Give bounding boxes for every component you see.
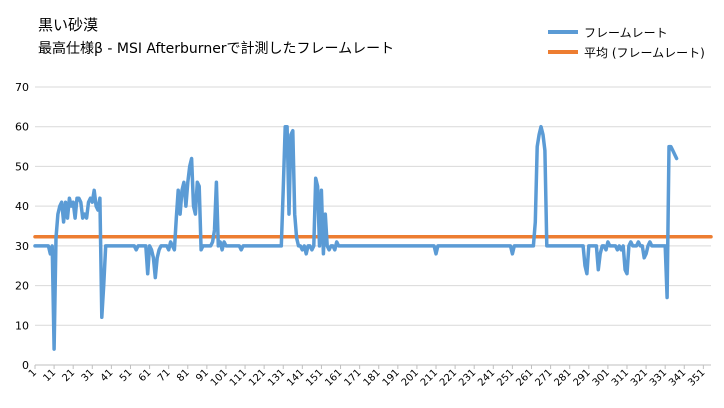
y-tick-label: 20 <box>15 280 29 293</box>
x-tick-label: 201 <box>400 367 421 388</box>
y-axis-ticks: 0 10 20 30 40 50 60 70 <box>15 81 29 372</box>
x-tick-label: 241 <box>476 367 497 388</box>
x-tick-label: 211 <box>419 367 440 388</box>
legend-swatch-framerate <box>548 30 578 34</box>
y-tick-label: 50 <box>15 160 29 173</box>
y-tick-label: 10 <box>15 319 29 332</box>
x-tick-label: 171 <box>342 367 363 388</box>
x-tick-label: 351 <box>686 367 707 388</box>
chart-title: 黒い砂漠 <box>38 16 99 34</box>
x-tick-label: 71 <box>156 367 173 384</box>
series-lines <box>33 124 713 351</box>
x-axis: 1 11 21 31 41 51 61 71 81 91101111121131141151161… <box>27 364 711 389</box>
x-tick-label: 41 <box>99 367 116 384</box>
x-tick-label: 31 <box>80 367 97 384</box>
x-tick-label: 11 <box>41 367 58 384</box>
legend-label-framerate: フレームレート <box>584 25 668 40</box>
x-tick-label: 101 <box>209 367 230 388</box>
x-tick-label: 311 <box>610 367 631 388</box>
x-tick-label: 321 <box>629 367 650 388</box>
x-tick-label: 251 <box>495 367 516 388</box>
y-tick-label: 70 <box>15 81 29 94</box>
x-tick-label: 151 <box>304 367 325 388</box>
x-tick-label: 121 <box>247 367 268 388</box>
x-tick-label: 281 <box>553 367 574 388</box>
x-tick-label: 61 <box>137 367 154 384</box>
x-tick-label: 21 <box>61 367 78 384</box>
legend-item-average: 平均 (フレームレート) <box>548 42 705 62</box>
x-tick-label: 131 <box>266 367 287 388</box>
legend-label-average: 平均 (フレームレート) <box>584 45 705 60</box>
grid-lines <box>35 86 711 366</box>
x-tick-label: 191 <box>381 367 402 388</box>
x-tick-label: 301 <box>591 367 612 388</box>
x-tick-label: 221 <box>438 367 459 388</box>
x-tick-label: 261 <box>514 367 535 388</box>
chart-subtitle: 最高仕様β - MSI Afterburnerで計測したフレームレート <box>38 41 395 57</box>
x-tick-label: 231 <box>457 367 478 388</box>
legend-swatch-average <box>548 50 578 54</box>
x-tick-label: 141 <box>285 367 306 388</box>
x-tick-label: 291 <box>572 367 593 388</box>
x-tick-label: 331 <box>648 367 669 388</box>
legend: フレームレート 平均 (フレームレート) <box>548 22 705 62</box>
x-tick-label: 181 <box>362 367 383 388</box>
x-tick-label: 271 <box>533 367 554 388</box>
x-tick-label: 81 <box>175 367 192 384</box>
y-tick-label: 0 <box>22 359 29 372</box>
x-tick-label: 111 <box>228 367 249 388</box>
x-tick-label: 161 <box>323 367 344 388</box>
x-tick-label: 341 <box>667 367 688 388</box>
legend-item-framerate: フレームレート <box>548 22 705 42</box>
y-tick-label: 40 <box>15 200 29 213</box>
series-line-framerate <box>33 124 679 351</box>
y-tick-label: 60 <box>15 121 29 134</box>
x-tick-label: 1 <box>27 367 39 379</box>
x-tick-label: 51 <box>118 367 135 384</box>
y-tick-label: 30 <box>15 240 29 253</box>
